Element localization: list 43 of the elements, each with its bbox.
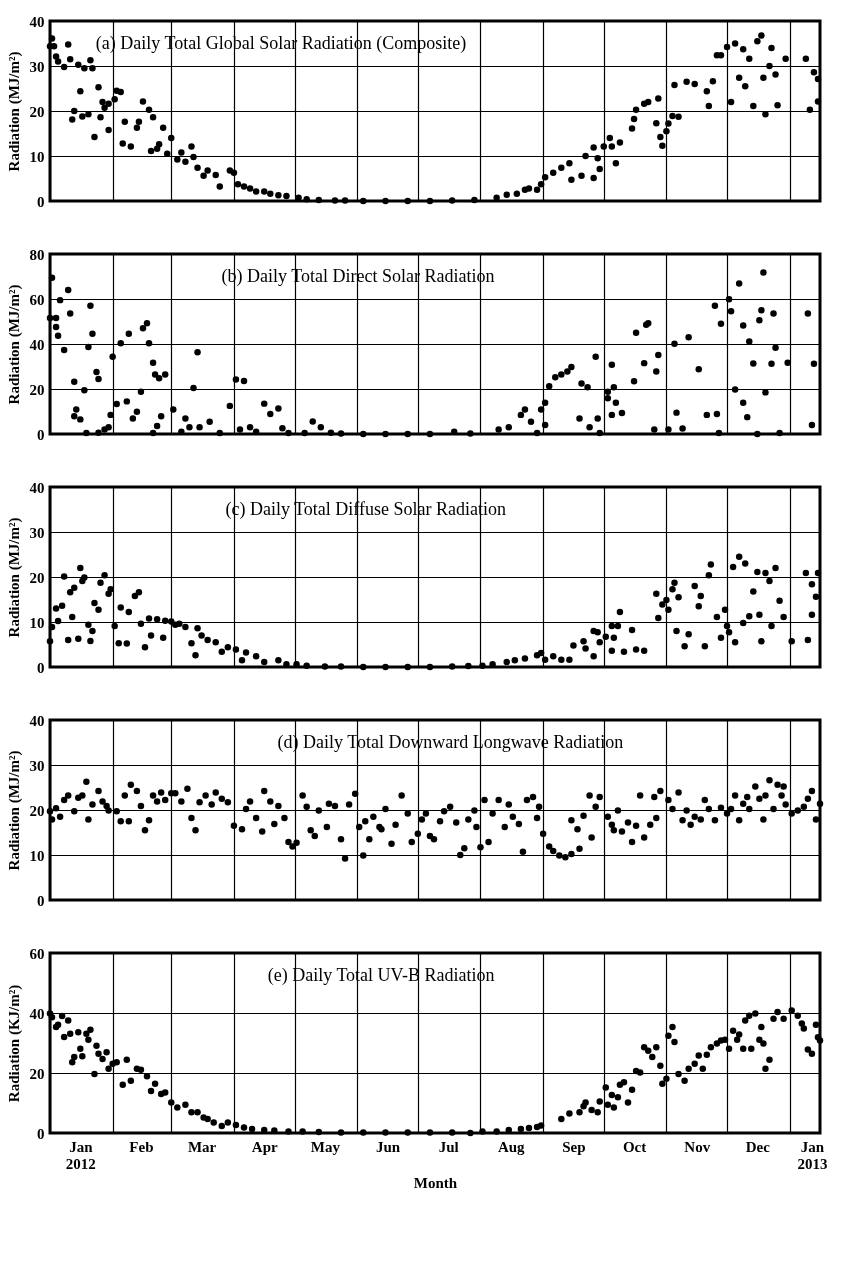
- y-tick-label: 20: [29, 381, 45, 398]
- x-tick-label: Mar: [187, 1138, 217, 1155]
- x-tick-label: Nov: [684, 1138, 711, 1155]
- y-axis-title: Radiation (KJ/m²): [5, 984, 23, 1103]
- y-tick-label: 30: [29, 58, 45, 75]
- x-tick-label: Jul: [438, 1138, 459, 1155]
- y-tick-label: 40: [29, 712, 45, 729]
- x-tick-label: Apr: [251, 1138, 278, 1155]
- y-tick-label: 0: [37, 892, 45, 909]
- y-tick-label: 20: [29, 1065, 45, 1082]
- x-tick-label: Aug: [497, 1138, 526, 1155]
- y-axis-title: Radiation (MJ/m²): [5, 284, 23, 405]
- x-tick-label: Oct: [622, 1138, 647, 1155]
- y-tick-label: 30: [29, 524, 45, 541]
- y-tick-label: 20: [29, 103, 45, 120]
- x-tick-label: Sep: [562, 1138, 586, 1155]
- y-tick-label: 60: [29, 291, 45, 308]
- y-axis-title: Radiation (MJ/m²): [5, 517, 23, 638]
- y-tick-label: 40: [29, 13, 45, 30]
- x-tick-label: Jan 2012: [65, 1138, 96, 1172]
- y-tick-label: 60: [29, 945, 45, 962]
- y-tick-label: 20: [29, 802, 45, 819]
- y-tick-label: 10: [29, 148, 45, 165]
- y-tick-label: 0: [37, 426, 45, 443]
- y-tick-label: 0: [37, 193, 45, 210]
- y-tick-label: 0: [37, 1125, 45, 1142]
- y-tick-label: 10: [29, 847, 45, 864]
- y-tick-label: 0: [37, 659, 45, 676]
- x-tick-label: Jun: [375, 1138, 401, 1155]
- y-tick-label: 80: [29, 246, 45, 263]
- y-axis-title: Radiation (MJ/m²): [5, 51, 23, 172]
- y-tick-label: 40: [29, 336, 45, 353]
- y-tick-label: 20: [29, 569, 45, 586]
- y-tick-label: 40: [29, 479, 45, 496]
- y-tick-label: 30: [29, 757, 45, 774]
- y-axis-title: Radiation (MJ/m²): [5, 750, 23, 871]
- x-tick-label: May: [310, 1138, 341, 1155]
- x-axis-title: Month: [413, 1174, 458, 1191]
- x-tick-label: Feb: [129, 1138, 154, 1155]
- x-tick-label: Dec: [745, 1138, 771, 1155]
- x-tick-label: Jan 2013: [797, 1138, 828, 1172]
- y-tick-label: 10: [29, 614, 45, 631]
- y-tick-label: 40: [29, 1005, 45, 1022]
